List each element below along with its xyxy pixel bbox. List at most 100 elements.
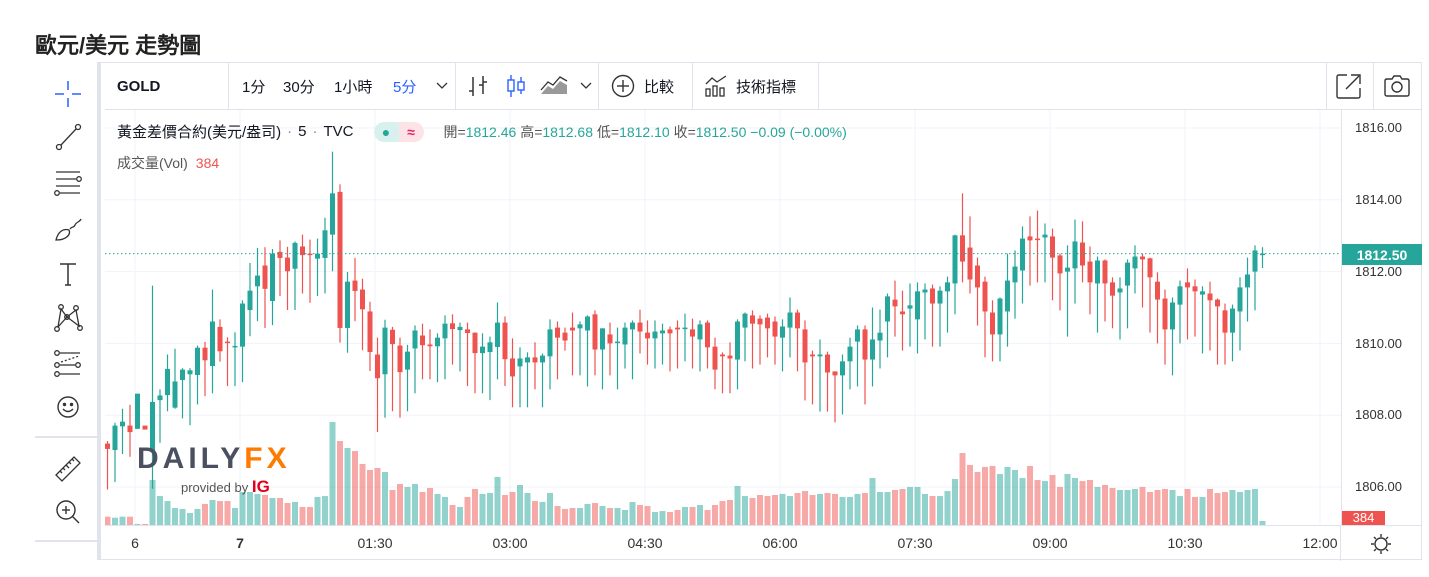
candle-body [1237,287,1243,312]
emoji-icon[interactable] [51,392,85,422]
crosshair-icon[interactable] [51,79,85,109]
candle-body [622,327,628,345]
parallel-lines-icon[interactable] [51,167,85,197]
candle-body [352,280,358,291]
interval-1m[interactable]: 1分 [242,78,266,96]
volume-bar [622,510,628,525]
volume-bar [187,513,193,525]
volume-bar [314,496,321,525]
volume-bar [1192,496,1198,525]
interval-30m[interactable]: 30分 [283,78,315,96]
volume-bar [1042,481,1048,525]
volume-bar [779,493,786,525]
current-volume-label: 384 [1342,511,1385,525]
candle-body [577,324,583,329]
time-tick: 06:00 [762,535,798,551]
volume-bar [502,495,508,525]
candle-body [1020,238,1025,271]
candle-body [517,358,523,367]
candle-body [600,328,605,350]
candle-body [442,323,448,339]
pattern-icon[interactable] [51,303,85,333]
candle-body [195,347,200,375]
volume-bar [682,506,688,525]
low-value: 1812.10 [619,123,670,140]
interval-1h[interactable]: 1小時 [334,78,373,96]
volume-bar [1222,491,1228,525]
volume-bar [389,490,396,525]
candle-body [225,341,230,344]
toolbar-divider [228,62,229,110]
ruler-icon[interactable] [51,453,85,483]
time-tick: 04:30 [627,535,663,551]
candle-body [397,345,403,373]
candle-body [127,425,133,433]
area-chart-type-icon[interactable] [540,62,568,110]
candle-body [1132,256,1138,269]
candle-body [982,281,988,312]
settings-gear-icon[interactable] [1370,533,1392,560]
candle-body [240,303,245,347]
volume-bar [524,493,531,525]
volume-bar [734,486,741,525]
camera-icon[interactable] [1383,62,1411,110]
candle-body [885,296,890,322]
low-key: 低= [596,123,620,140]
candle-body [435,337,440,347]
volume-bar [434,493,441,525]
volume-bar [322,496,328,525]
volume-bar [764,496,771,525]
candle-body [907,305,913,309]
candle-body [247,290,253,311]
candle-body [382,327,388,375]
volume-bar [802,491,808,525]
price-axis[interactable]: 1816.00 1814.00 1812.00 1810.00 1808.00 … [1341,110,1422,525]
volume-bar [907,486,913,525]
market-status-pill[interactable]: ● ≈ [373,121,424,142]
brush-icon[interactable] [51,214,85,244]
toolbar-divider [35,436,97,438]
interval-dropdown-chevron-icon[interactable] [436,62,448,110]
prediction-icon[interactable] [51,348,85,378]
volume-bar [914,486,921,525]
volume-bar [217,501,223,525]
candle-body [142,425,148,430]
candle-body [1252,250,1258,272]
candle-body [172,381,178,408]
symbol-search-button[interactable]: GOLD [117,77,161,95]
candle-body [270,253,275,302]
toolbar-divider [1326,62,1327,110]
bar-chart-type-icon[interactable] [467,62,489,110]
candle-body [967,247,973,280]
indicators-button[interactable]: 技術指標 [704,62,796,110]
candle-body [997,298,1003,335]
candle-body [1027,236,1033,241]
watermark-brand-left: DAILY [137,442,245,475]
trend-line-icon[interactable] [51,122,85,152]
time-tick: 7 [236,535,244,551]
zoom-in-icon[interactable] [51,497,85,527]
candle-body [825,354,830,373]
toolbar-divider [35,540,97,542]
candle-body [412,330,418,349]
candlestick-chart[interactable] [105,110,1341,525]
time-tick: 6 [131,535,139,551]
time-axis[interactable]: 6 7 01:30 03:00 04:30 06:00 07:30 09:00 … [105,525,1421,561]
candle-body [570,327,575,331]
candle-chart-type-icon[interactable] [505,62,527,110]
compare-button[interactable]: 比較 [611,62,674,110]
candle-body [1185,282,1190,288]
volume-bar [1237,491,1243,525]
volume-bar [457,506,463,525]
candle-body [720,354,725,357]
text-tool-icon[interactable] [51,259,85,289]
volume-bar [532,501,538,525]
chart-type-chevron-icon[interactable] [580,62,592,110]
candle-body [1177,286,1183,305]
volume-bar [412,483,418,525]
candle-body [315,253,320,259]
candle-body [1192,286,1198,292]
open-external-icon[interactable] [1336,62,1362,110]
plus-circle-icon [611,74,635,98]
interval-5m[interactable]: 5分 [393,78,417,96]
